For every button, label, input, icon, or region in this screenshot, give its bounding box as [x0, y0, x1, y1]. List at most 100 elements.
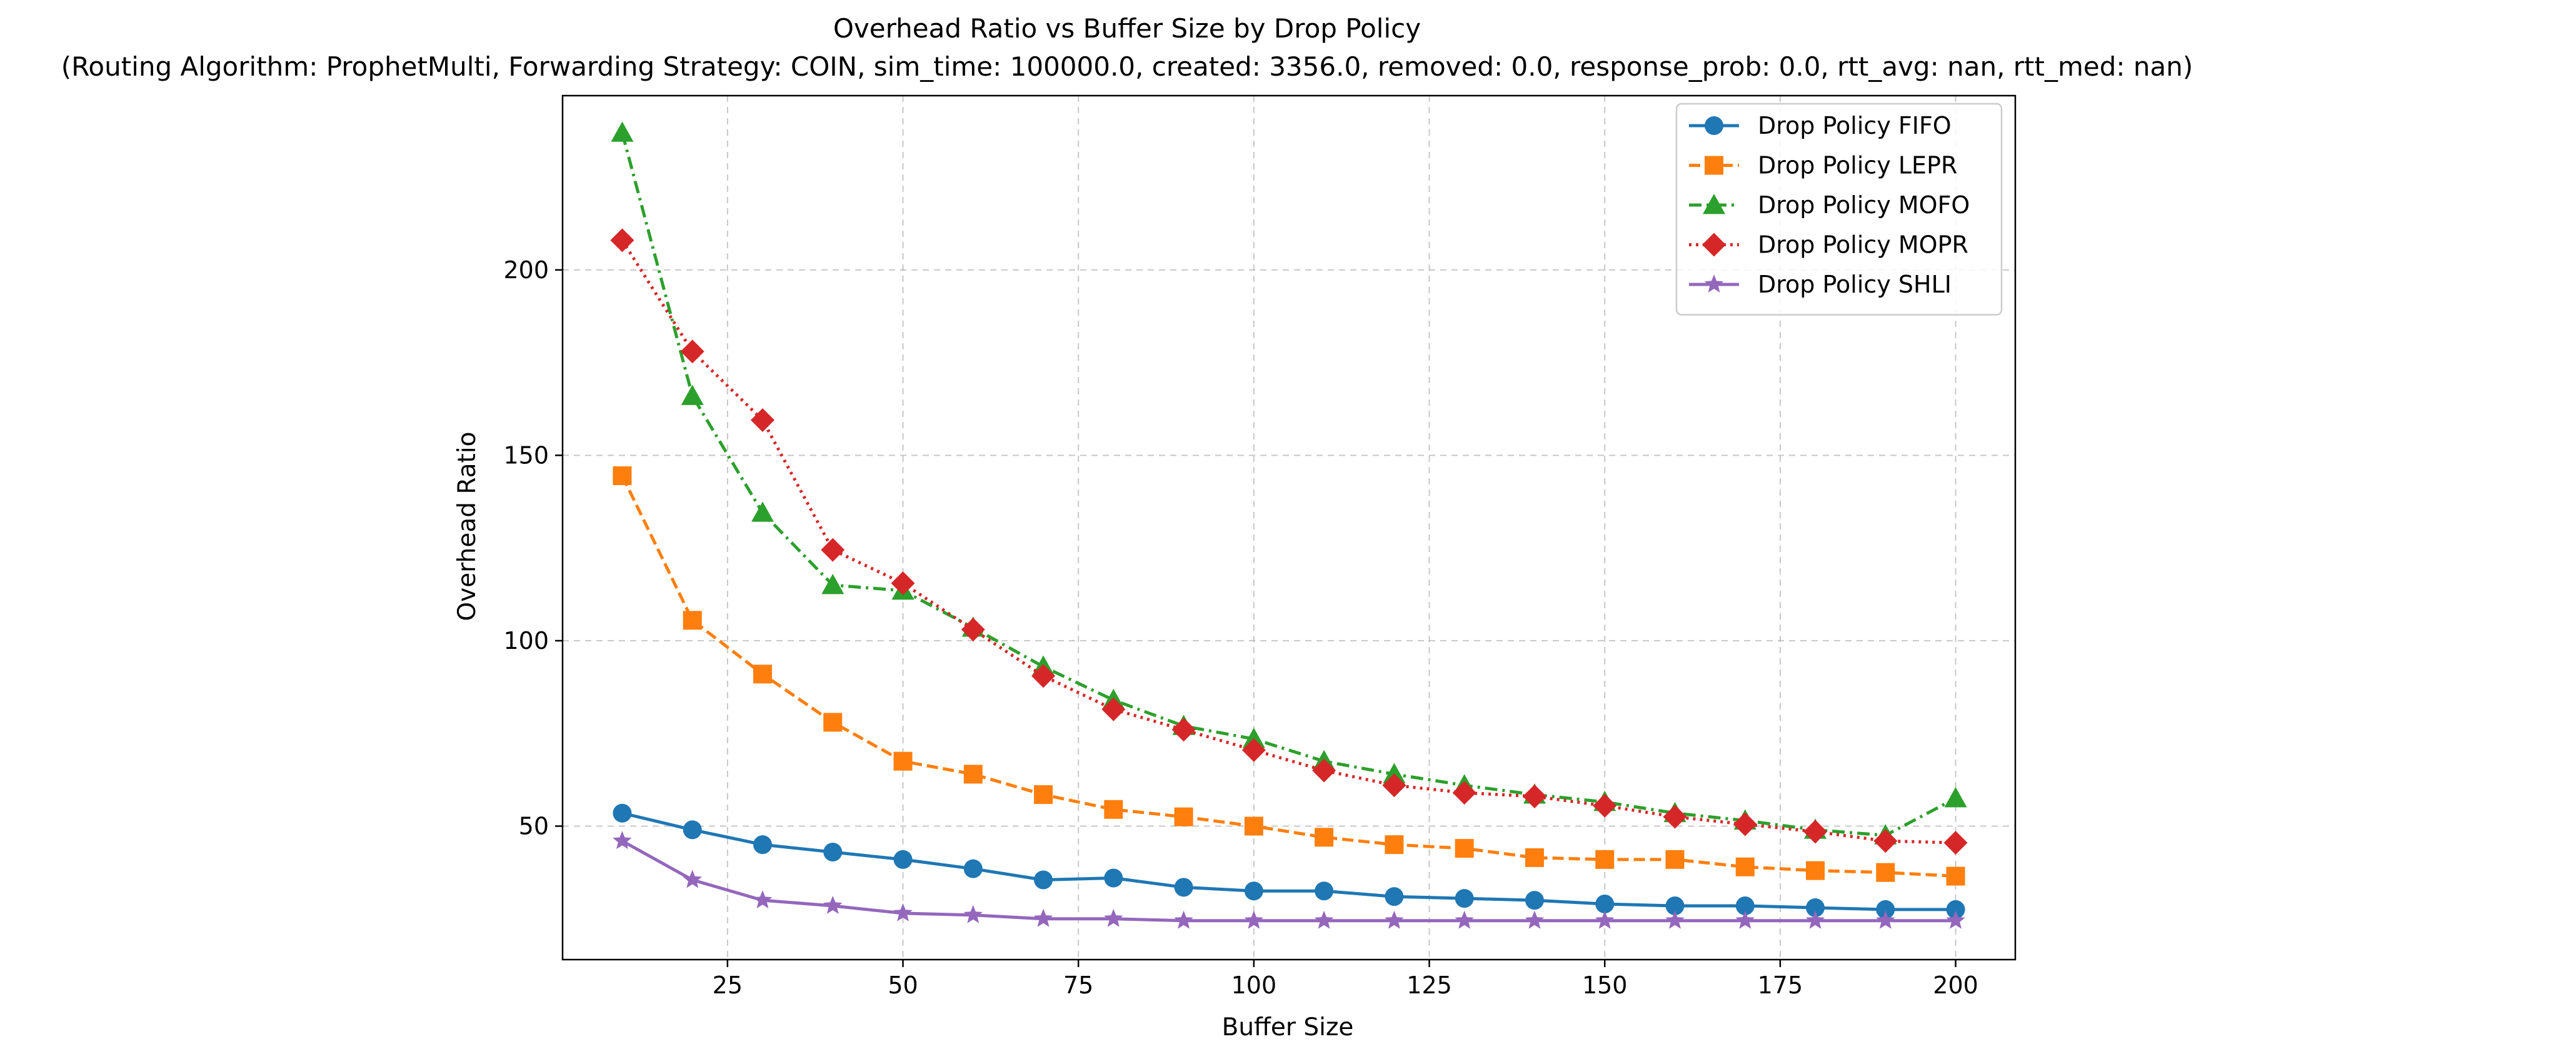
- data-point: [1385, 835, 1404, 855]
- data-point: [1946, 910, 1965, 929]
- legend-label: Drop Policy MOFO: [1758, 191, 1970, 219]
- data-point: [610, 228, 634, 253]
- data-point: [821, 538, 845, 562]
- legend-item: Drop Policy LEPR: [1689, 152, 1957, 179]
- x-tick-label: 125: [1406, 971, 1452, 999]
- data-point: [1174, 807, 1193, 826]
- x-tick-label: 200: [1933, 971, 1978, 999]
- legend-label: Drop Policy SHLI: [1758, 271, 1952, 298]
- legend-label: Drop Policy FIFO: [1758, 112, 1952, 139]
- legend-item: Drop Policy FIFO: [1689, 112, 1952, 139]
- legend-box: [1675, 103, 2003, 316]
- data-point: [1244, 910, 1264, 929]
- series-drop-policy-shli: [613, 831, 1965, 929]
- data-point: [1735, 896, 1755, 915]
- data-point: [893, 903, 913, 921]
- data-point: [1525, 848, 1544, 867]
- data-point: [1876, 910, 1895, 929]
- data-point: [1806, 898, 1825, 917]
- data-point: [1522, 785, 1546, 809]
- data-point: [1455, 910, 1474, 929]
- series-line: [621, 239, 1956, 845]
- x-tick-label: 150: [1582, 971, 1628, 999]
- data-point: [753, 835, 772, 855]
- legend-label: Drop Policy MOPR: [1758, 231, 1968, 259]
- data-point: [1174, 910, 1193, 929]
- legend-item: Drop Policy SHLI: [1689, 271, 1952, 298]
- data-point: [1383, 763, 1406, 783]
- data-point: [1943, 831, 1968, 855]
- data-point: [821, 573, 844, 595]
- data-point: [613, 831, 632, 850]
- data-point: [1242, 728, 1265, 748]
- data-point: [751, 501, 774, 522]
- data-point: [963, 905, 983, 923]
- data-point: [1593, 793, 1617, 818]
- y-tick-label: 200: [503, 256, 549, 284]
- legend-item: Drop Policy MOPR: [1689, 231, 1968, 259]
- data-point: [893, 850, 913, 869]
- y-tick-label: 100: [503, 627, 549, 655]
- data-point: [1595, 910, 1615, 929]
- data-point: [1735, 910, 1755, 929]
- data-point: [750, 408, 774, 432]
- data-point: [611, 121, 634, 142]
- data-point: [613, 803, 632, 823]
- legend-label: Drop Policy LEPR: [1758, 152, 1957, 179]
- data-point: [1033, 908, 1053, 927]
- data-point: [1314, 910, 1334, 929]
- data-point: [1735, 857, 1755, 876]
- legend: Drop Policy FIFO Drop Policy LEPR Drop Pol…: [1675, 103, 2003, 316]
- data-point: [1174, 878, 1193, 897]
- series-line: [621, 474, 1956, 878]
- series-layer: [610, 121, 1968, 929]
- legend-marker: [1703, 194, 1725, 214]
- axes-layer: 25 50 75 100 125 150 175 200 50 100 150 200: [503, 94, 2017, 999]
- grid-layer: [563, 96, 2015, 960]
- data-point: [1104, 868, 1123, 888]
- data-point: [1315, 881, 1334, 901]
- data-point: [891, 571, 915, 595]
- y-axis-label: Overhead Ratio: [453, 431, 481, 621]
- series-drop-policy-lepr: [613, 466, 1965, 886]
- data-point: [1876, 900, 1895, 919]
- data-point: [1595, 850, 1615, 869]
- data-point: [1665, 850, 1685, 869]
- data-point: [1241, 738, 1266, 762]
- data-point: [1244, 881, 1263, 901]
- data-point: [893, 751, 913, 771]
- data-point: [1944, 786, 1967, 808]
- data-point: [1455, 889, 1474, 908]
- data-point: [823, 896, 843, 914]
- x-tick-label: 25: [713, 971, 743, 999]
- data-point: [683, 820, 702, 840]
- legend-item: Drop Policy MOFO: [1689, 191, 1970, 219]
- plot-frame: [561, 94, 2017, 961]
- data-point: [1101, 697, 1126, 721]
- x-tick-label: 175: [1758, 971, 1803, 999]
- data-point: [1034, 870, 1053, 890]
- x-tick-label: 50: [888, 971, 918, 999]
- data-point: [823, 713, 843, 732]
- data-point: [1873, 829, 1898, 853]
- data-point: [613, 466, 632, 485]
- legend-marker: [1705, 116, 1723, 135]
- data-point: [680, 339, 704, 364]
- legend-marker: [1705, 156, 1723, 175]
- y-tick-label: 150: [503, 441, 549, 469]
- data-point: [961, 618, 985, 642]
- data-point: [1946, 866, 1965, 886]
- data-point: [681, 384, 704, 405]
- data-point: [963, 859, 983, 878]
- series-line: [621, 811, 1956, 911]
- chart-title: Overhead Ratio vs Buffer Size by Drop Po…: [833, 13, 1421, 44]
- x-tick-label: 75: [1063, 971, 1093, 999]
- data-point: [1315, 828, 1334, 847]
- data-point: [1385, 910, 1404, 929]
- series-line: [621, 840, 1956, 923]
- data-point: [1385, 887, 1404, 906]
- data-point: [1946, 900, 1965, 919]
- data-point: [1031, 664, 1056, 688]
